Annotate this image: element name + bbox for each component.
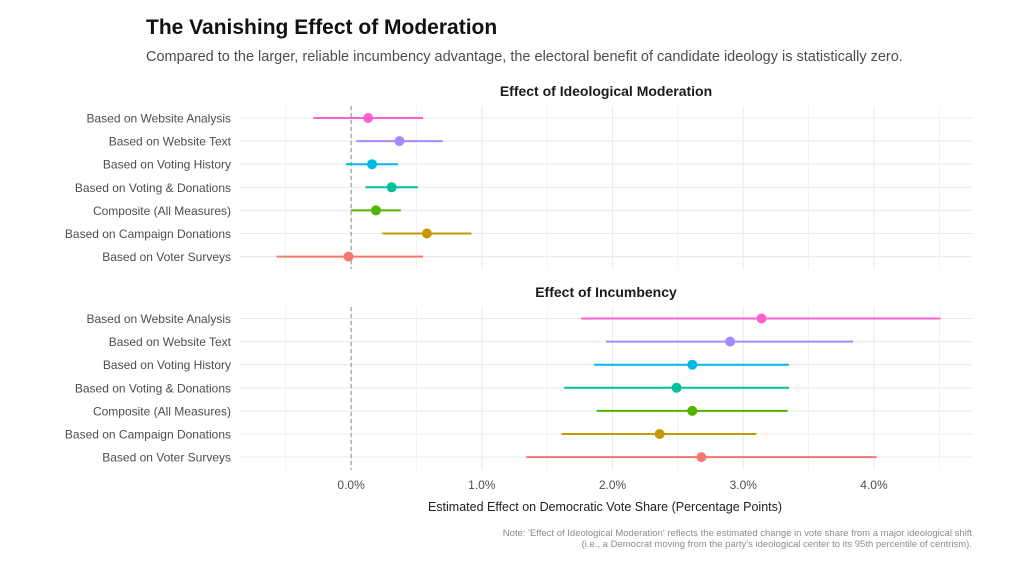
point-estimate xyxy=(756,313,767,324)
x-tick-label: 0.0% xyxy=(337,478,365,492)
category-label: Based on Voter Surveys xyxy=(102,250,231,264)
x-tick-label: 2.0% xyxy=(599,478,627,492)
point-estimate xyxy=(367,159,378,170)
chart-note: Note: 'Effect of Ideological Moderation'… xyxy=(503,528,972,550)
panel-title: Effect of Incumbency xyxy=(535,284,677,300)
point-estimate xyxy=(687,359,698,370)
category-label: Based on Voting History xyxy=(103,158,231,172)
category-label: Based on Campaign Donations xyxy=(65,428,231,442)
point-estimate xyxy=(696,452,707,463)
category-label: Based on Campaign Donations xyxy=(65,227,231,241)
x-tick-label: 3.0% xyxy=(730,478,758,492)
x-tick-label: 1.0% xyxy=(468,478,496,492)
point-estimate xyxy=(386,182,397,193)
category-label: Based on Website Text xyxy=(109,335,232,349)
chart-title: The Vanishing Effect of Moderation xyxy=(146,16,498,39)
point-estimate xyxy=(671,382,682,393)
category-label: Based on Website Analysis xyxy=(86,312,231,326)
point-estimate xyxy=(687,405,698,416)
point-estimate xyxy=(421,228,432,239)
point-estimate xyxy=(394,136,405,147)
note-line-2: (i.e., a Democrat moving from the party'… xyxy=(581,539,972,550)
point-estimate xyxy=(363,113,374,123)
category-label: Based on Website Analysis xyxy=(86,112,231,126)
category-label: Based on Voting History xyxy=(103,358,231,372)
note-line-1: Note: 'Effect of Ideological Moderation'… xyxy=(502,528,972,539)
point-estimate xyxy=(370,205,381,216)
x-tick-label: 4.0% xyxy=(860,478,888,492)
category-label: Based on Voting & Donations xyxy=(75,181,231,195)
point-estimate xyxy=(343,251,354,262)
point-estimate xyxy=(725,336,736,347)
chart-subtitle: Compared to the larger, reliable incumbe… xyxy=(146,49,903,65)
category-label: Based on Voter Surveys xyxy=(102,451,231,465)
category-label: Based on Voting & Donations xyxy=(75,381,231,395)
category-label: Composite (All Measures) xyxy=(93,404,231,418)
category-label: Based on Website Text xyxy=(109,135,232,149)
point-estimate xyxy=(654,429,665,439)
category-label: Composite (All Measures) xyxy=(93,204,231,218)
panel-title: Effect of Ideological Moderation xyxy=(500,83,712,99)
x-axis-label: Estimated Effect on Democratic Vote Shar… xyxy=(428,500,782,514)
